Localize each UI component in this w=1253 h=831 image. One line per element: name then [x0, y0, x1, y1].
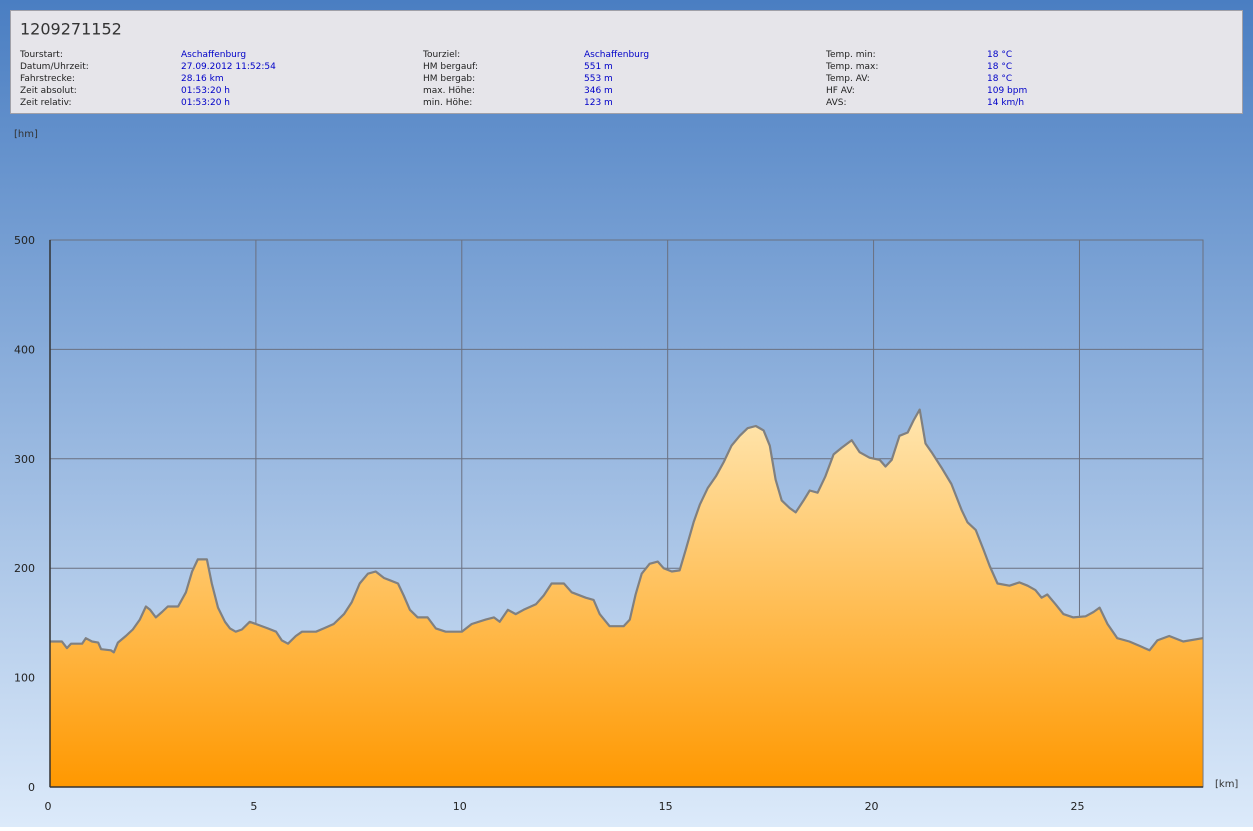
- info-value: 01:53:20 h: [181, 98, 230, 108]
- x-tick-label: 15: [659, 800, 673, 813]
- info-label: HF AV:: [826, 86, 855, 96]
- y-tick-label: 500: [14, 234, 35, 247]
- info-value: 123 m: [584, 98, 613, 108]
- x-tick-label: 0: [45, 800, 52, 813]
- y-tick-label: 400: [14, 343, 35, 356]
- info-value: 109 bpm: [987, 86, 1027, 96]
- info-value: 553 m: [584, 74, 613, 84]
- y-tick-label: 0: [28, 781, 35, 794]
- info-value: 27.09.2012 11:52:54: [181, 62, 276, 72]
- info-value: 18 °C: [987, 50, 1012, 60]
- info-label: Temp. max:: [825, 62, 878, 72]
- info-label: HM bergab:: [423, 74, 475, 84]
- info-label: max. Höhe:: [423, 86, 475, 96]
- info-label: AVS:: [826, 98, 846, 108]
- info-label: Zeit relativ:: [20, 98, 72, 108]
- info-label: Temp. AV:: [825, 74, 870, 84]
- info-value: Aschaffenburg: [584, 50, 649, 60]
- info-value: 346 m: [584, 86, 613, 96]
- y-tick-label: 200: [14, 562, 35, 575]
- x-tick-label: 5: [250, 800, 257, 813]
- info-label: Tourziel:: [422, 50, 460, 60]
- y-axis-label: [hm]: [14, 129, 38, 140]
- tour-title: 1209271152: [20, 20, 122, 39]
- info-label: Zeit absolut:: [20, 86, 77, 96]
- x-tick-label: 25: [1070, 800, 1084, 813]
- x-axis-label: [km]: [1215, 779, 1238, 790]
- info-label: Fahrstrecke:: [20, 74, 75, 84]
- y-tick-label: 100: [14, 672, 35, 685]
- info-value: 28.16 km: [181, 74, 224, 84]
- info-label: HM bergauf:: [423, 62, 478, 72]
- x-tick-label: 20: [865, 800, 879, 813]
- info-value: 14 km/h: [987, 98, 1024, 108]
- info-panel: [10, 10, 1243, 114]
- info-value: 551 m: [584, 62, 613, 72]
- info-value: 18 °C: [987, 74, 1012, 84]
- info-label: Temp. min:: [825, 50, 876, 60]
- info-label: min. Höhe:: [423, 98, 472, 108]
- info-label: Datum/Uhrzeit:: [20, 62, 89, 72]
- info-value: 01:53:20 h: [181, 86, 230, 96]
- info-value: Aschaffenburg: [181, 50, 246, 60]
- info-label: Tourstart:: [19, 50, 63, 60]
- x-tick-label: 10: [453, 800, 467, 813]
- info-value: 18 °C: [987, 62, 1012, 72]
- elevation-line: [50, 408, 1203, 654]
- y-tick-label: 300: [14, 453, 35, 466]
- elevation-area: [50, 409, 1203, 787]
